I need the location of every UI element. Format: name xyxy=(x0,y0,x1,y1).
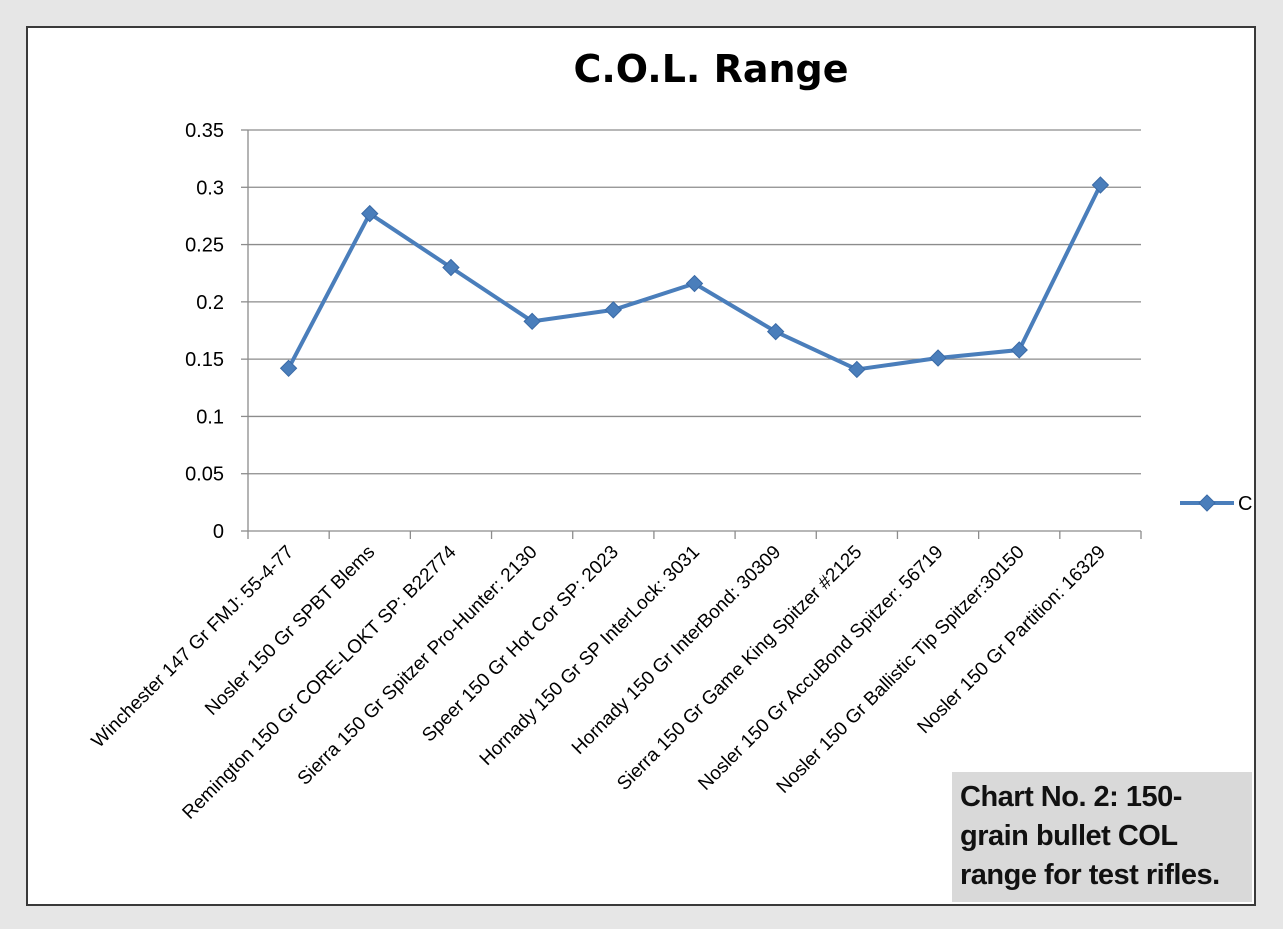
y-tick-label: 0.25 xyxy=(185,235,224,257)
x-tick-label: Nosler 150 Gr SPBT Blems xyxy=(201,542,379,720)
grid-lines xyxy=(248,129,1141,475)
legend-marker xyxy=(1198,494,1216,512)
y-tick-label: 0.15 xyxy=(185,349,224,371)
data-point xyxy=(685,274,704,293)
y-tick-label: 0 xyxy=(213,521,224,543)
series-group xyxy=(279,176,1110,379)
legend-label: C xyxy=(1238,493,1252,515)
y-tick-label: 0.35 xyxy=(185,120,224,142)
data-point xyxy=(766,322,785,341)
y-tick-label: 0.3 xyxy=(196,177,224,199)
data-point xyxy=(1010,341,1028,359)
data-point xyxy=(279,359,298,378)
legend: C xyxy=(1180,493,1252,515)
data-point xyxy=(523,312,541,331)
chart-title: C.O.L. Range xyxy=(573,47,848,91)
x-tick-label: Remington 150 Gr CORE-LOKT SP: B22774 xyxy=(179,541,461,823)
data-point xyxy=(361,204,379,223)
data-point xyxy=(1091,176,1110,194)
y-tick-label: 0.2 xyxy=(196,292,224,314)
data-point xyxy=(929,349,947,367)
y-tick-label: 0.1 xyxy=(196,406,224,428)
chart-caption: Chart No. 2: 150-grain bullet COL range … xyxy=(952,772,1252,902)
data-point xyxy=(604,301,623,319)
data-point xyxy=(848,360,866,379)
data-point xyxy=(442,258,460,277)
y-axis: 0 0.05 0.1 0.15 0.2 0.25 0.3 0.35 xyxy=(185,120,249,543)
y-tick-label: 0.05 xyxy=(185,464,224,486)
chart-frame xyxy=(26,26,1256,906)
